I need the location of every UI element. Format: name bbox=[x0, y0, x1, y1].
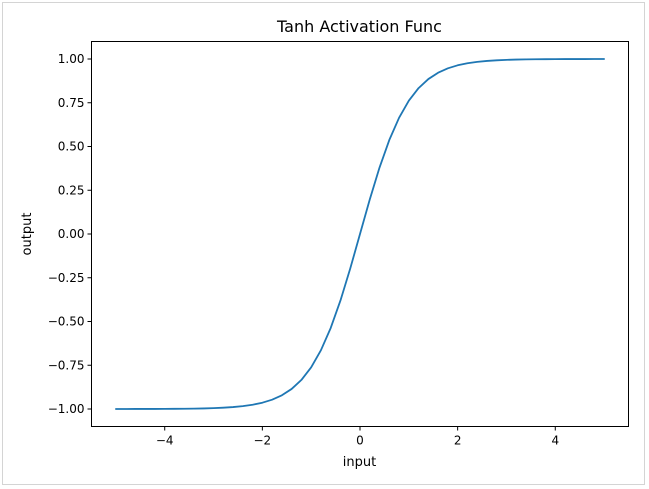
x-tick-label: 0 bbox=[356, 434, 364, 448]
figure-frame bbox=[2, 2, 645, 485]
y-tick-label: −0.25 bbox=[48, 271, 85, 285]
y-tick-label: 0.75 bbox=[58, 96, 85, 110]
y-tick-label: −0.50 bbox=[48, 315, 85, 329]
x-tick-label: 4 bbox=[551, 434, 559, 448]
y-tick-label: 0.25 bbox=[58, 183, 85, 197]
y-tick-label: 1.00 bbox=[58, 52, 85, 66]
y-tick-label: 0.50 bbox=[58, 140, 85, 154]
series-line bbox=[115, 58, 605, 410]
x-tick-label: −4 bbox=[156, 434, 174, 448]
y-tick-label: −1.00 bbox=[48, 402, 85, 416]
y-axis-ticks: −1.00 −0.75 −0.50 −0.25 0.00 0.25 0.50 0.75 1.00 bbox=[48, 52, 92, 416]
y-tick-label: −0.75 bbox=[48, 358, 85, 372]
chart-title: Tanh Activation Func bbox=[276, 17, 442, 36]
y-axis-label: output bbox=[20, 213, 35, 256]
y-tick-label: 0.00 bbox=[58, 227, 85, 241]
x-tick-label: 2 bbox=[454, 434, 462, 448]
x-axis-label: input bbox=[343, 455, 376, 470]
x-tick-label: −2 bbox=[254, 434, 272, 448]
x-axis-ticks: −4 −2 0 2 4 bbox=[156, 426, 559, 448]
